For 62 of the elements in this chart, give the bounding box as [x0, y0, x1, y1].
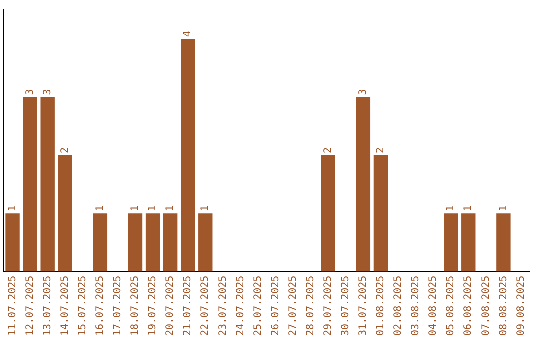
x-tick-label: 28.07.2025: [305, 276, 316, 336]
x-tick-label: 02.08.2025: [393, 276, 404, 336]
data-label: 4: [182, 31, 194, 38]
x-tick-label: 05.08.2025: [446, 276, 457, 336]
x-tick-label: 31.07.2025: [358, 276, 370, 336]
x-tick-label: 25.07.2025: [252, 276, 264, 336]
x-tick-label: 11.07.2025: [7, 276, 18, 336]
x-tick-label: 30.07.2025: [340, 276, 352, 336]
bar: [462, 214, 476, 272]
data-label: 3: [24, 89, 36, 96]
data-label: 2: [322, 147, 334, 154]
x-tick-label: 27.07.2025: [288, 276, 299, 336]
x-tick-label: 07.08.2025: [480, 276, 492, 336]
bar: [444, 214, 458, 272]
data-label: 1: [165, 206, 176, 212]
data-label: 2: [376, 147, 387, 154]
bar: [163, 214, 178, 272]
x-tick-label: 03.08.2025: [410, 276, 422, 336]
bar: [181, 39, 196, 272]
x-tick-label: 06.08.2025: [463, 276, 474, 336]
data-label: 1: [446, 206, 457, 212]
x-tick-label: 15.07.2025: [77, 276, 88, 336]
x-tick-label: 19.07.2025: [148, 276, 159, 336]
data-label: 1: [200, 206, 212, 212]
data-label: 1: [463, 206, 474, 212]
bar: [6, 214, 20, 272]
x-tick-label: 04.08.2025: [428, 276, 440, 336]
x-tick-label: 21.07.2025: [182, 276, 194, 336]
bar: [23, 97, 38, 272]
bar: [93, 214, 108, 272]
x-tick-label: 13.07.2025: [42, 276, 54, 336]
data-label: 1: [130, 206, 142, 212]
data-label: 1: [148, 206, 159, 212]
x-tick-label: 20.07.2025: [165, 276, 176, 336]
data-label: 1: [95, 206, 106, 212]
x-tick-label: 14.07.2025: [60, 276, 71, 336]
x-tick-label: 29.07.2025: [322, 276, 334, 336]
x-tick-label: 22.07.2025: [200, 276, 212, 336]
bar: [496, 214, 511, 272]
bar: [128, 214, 143, 272]
data-label: 1: [7, 206, 18, 212]
data-label: 3: [42, 89, 54, 96]
x-tick-label: 23.07.2025: [218, 276, 229, 336]
data-label: 2: [60, 147, 71, 154]
x-tick-label: 24.07.2025: [235, 276, 246, 336]
bar: [40, 97, 55, 272]
x-tick-label: 08.08.2025: [498, 276, 510, 336]
x-tick-label: 01.08.2025: [376, 276, 387, 336]
data-label: 1: [498, 206, 510, 212]
data-label: 3: [358, 89, 370, 96]
bar: [146, 214, 160, 272]
bar: [198, 214, 213, 272]
x-tick-label: 17.07.2025: [112, 276, 124, 336]
x-tick-label: 16.07.2025: [95, 276, 106, 336]
bar: [374, 155, 388, 272]
x-tick-label: 09.08.2025: [516, 276, 527, 336]
x-tick-label: 18.07.2025: [130, 276, 142, 336]
x-tick-label: 12.07.2025: [24, 276, 36, 336]
x-tick-label: 26.07.2025: [270, 276, 282, 336]
bar: [356, 97, 371, 272]
bar: [321, 155, 336, 272]
bar: [58, 155, 72, 272]
